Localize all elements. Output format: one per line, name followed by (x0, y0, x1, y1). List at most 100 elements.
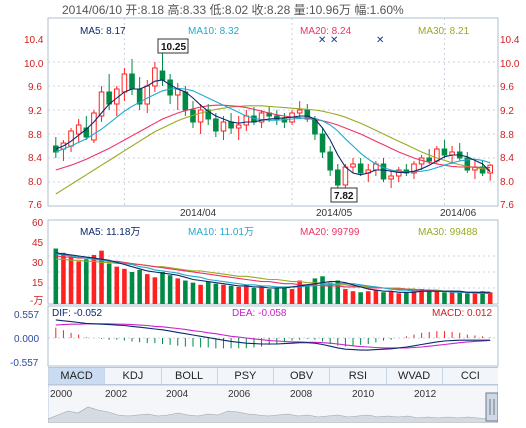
price-ma30-legend: MA30: 8.21 (418, 26, 470, 37)
tab-obv[interactable]: OBV (273, 368, 329, 384)
volume-bar (373, 290, 379, 304)
vol-ma20-line (55, 255, 491, 294)
price-tick-right: 10.0 (500, 59, 520, 70)
volume-bar (129, 272, 135, 304)
vol-ma5-legend: MA5: 11.18万 (80, 227, 140, 238)
candle-body (182, 91, 189, 111)
price-tick-right: 8.8 (500, 130, 514, 141)
volume-bar (152, 277, 158, 304)
volume-bar (137, 269, 142, 304)
tab-boll[interactable]: BOLL (160, 368, 217, 384)
quote-header: 2014/06/10 开:8.18 高:8.33 低:8.02 收:8.28 量… (62, 1, 404, 18)
volume-bar (388, 291, 394, 304)
volume-bar (396, 293, 402, 304)
max-price-label: 10.25 (161, 42, 186, 53)
price-ma10-legend: MA10: 8.32 (188, 26, 240, 37)
stock-chart[interactable]: MA5: 8.17 MA10: 8.32 MA20: 8.24 MA30: 8.… (0, 0, 526, 368)
candle-body (220, 121, 227, 132)
timeline-history-area (48, 406, 498, 423)
candle-body (388, 175, 394, 180)
year-label: 2012 (414, 389, 437, 400)
volume-bar (365, 291, 371, 304)
volume-bar (259, 286, 264, 304)
price-tick-right: 9.2 (500, 106, 514, 117)
volume-value: 10.96万 (308, 3, 351, 17)
macd-tick: -0.557 (10, 358, 39, 368)
candle-body (68, 130, 74, 147)
min-price-label: 7.82 (334, 191, 354, 202)
low-value: 8.02 (224, 3, 249, 17)
tab-cci[interactable]: CCI (441, 368, 498, 384)
volume-bar (320, 276, 325, 304)
volume-bar (434, 291, 440, 304)
price-tick-right: 10.4 (500, 35, 520, 46)
ma10-line (55, 87, 491, 173)
volume-bar (350, 291, 356, 304)
min-price-callout (330, 187, 358, 203)
candle-body (350, 163, 356, 168)
tab-kdj[interactable]: KDJ (104, 368, 160, 384)
candle-body (228, 121, 234, 129)
candle-body (235, 124, 242, 129)
ma20-line (55, 104, 491, 171)
price-ma20-legend: MA20: 8.24 (300, 26, 352, 37)
candle-body (380, 163, 387, 180)
candle-body (395, 169, 402, 177)
candle-body (243, 115, 250, 126)
candle-body (167, 79, 173, 96)
tab-wvad[interactable]: WVAD (385, 368, 442, 384)
volume-tick: 60 (32, 218, 44, 229)
volume-bar (213, 283, 219, 304)
price-tick-right: 8.4 (500, 153, 514, 164)
timeline-range-handle[interactable] (485, 392, 498, 422)
candle-body (357, 163, 364, 174)
tab-macd[interactable]: MACD (48, 368, 105, 384)
volume-bar (289, 289, 295, 304)
macd-legend: MACD: 0.012 (432, 308, 492, 319)
volume-bar (404, 292, 409, 304)
candle-body (98, 91, 105, 117)
volume-bar (305, 284, 310, 304)
volume-bar (297, 280, 302, 304)
change-value: 1.60% (369, 3, 404, 17)
event-marker-icon[interactable]: ✕ (318, 35, 326, 46)
volume-bar (114, 266, 120, 304)
year-label: 2008 (290, 389, 313, 400)
year-label: 2002 (105, 389, 128, 400)
volume-bar (198, 284, 203, 304)
macd-panel-frame (47, 305, 499, 367)
ma30-line (55, 105, 491, 195)
event-marker-icon[interactable]: ✕ (376, 35, 384, 46)
volume-bar (480, 291, 485, 304)
dea-line (55, 323, 491, 349)
candle-body (296, 109, 303, 114)
volume-bar (53, 248, 59, 304)
candle-body (304, 109, 311, 120)
volume-tick: 30 (32, 258, 44, 269)
volume-bar (205, 281, 211, 304)
candle-body (121, 73, 128, 93)
tab-psy[interactable]: PSY (216, 368, 273, 384)
volume-bar (84, 259, 89, 304)
high-value: 8.33 (182, 3, 207, 17)
candle-body (441, 148, 448, 156)
volume-bar (122, 268, 127, 304)
volume-tick: -万 (30, 296, 43, 307)
year-label: 2004 (166, 389, 189, 400)
tab-rsi[interactable]: RSI (329, 368, 385, 384)
candle-body (479, 166, 486, 174)
candle-body (213, 118, 219, 132)
event-marker-icon[interactable]: ✕ (330, 35, 338, 46)
open-label: 开: (125, 3, 141, 17)
macd-tick: 0.557 (14, 310, 39, 321)
close-label: 收: (251, 3, 267, 17)
low-label: 低: (209, 3, 225, 17)
volume-bar (106, 263, 112, 304)
timeline-navigator[interactable]: 2000 2002 2004 2006 2008 2010 2012 (48, 385, 498, 423)
candle-body (334, 169, 341, 186)
candle-body (159, 70, 166, 81)
candle-body (144, 85, 151, 105)
volume-bar (99, 250, 104, 304)
volume-bar (411, 291, 417, 304)
quote-date: 2014/06/10 (62, 3, 123, 17)
